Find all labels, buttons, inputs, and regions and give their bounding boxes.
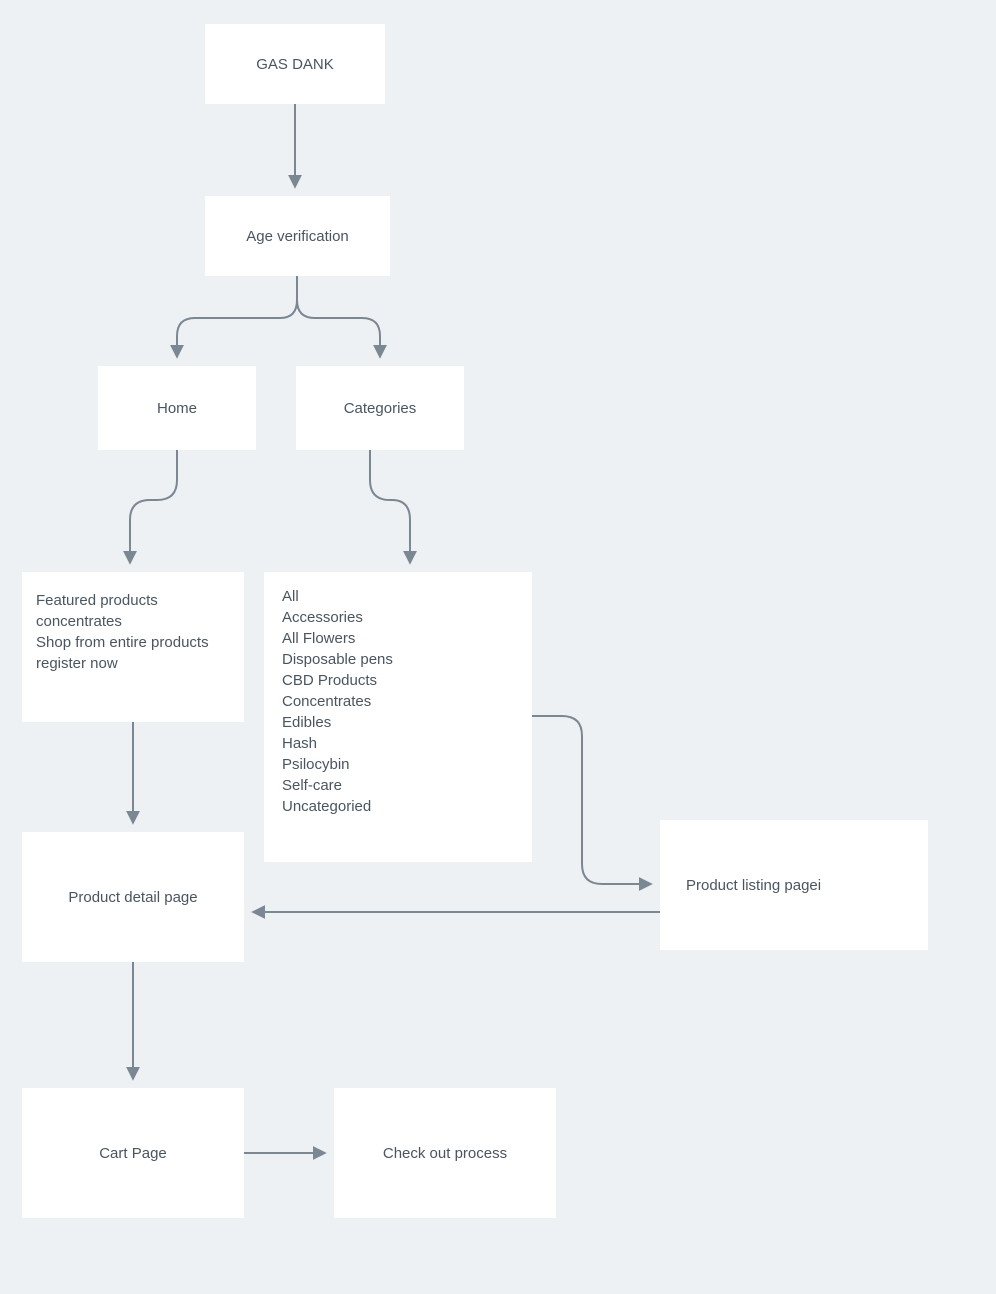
list-item: All <box>282 586 514 607</box>
node-lines: AllAccessoriesAll FlowersDisposable pens… <box>282 586 514 817</box>
node-home-list: Featured productsconcentratesShop from e… <box>22 572 244 722</box>
list-item: Self-care <box>282 775 514 796</box>
list-item: Disposable pens <box>282 649 514 670</box>
list-item: All Flowers <box>282 628 514 649</box>
list-item: Hash <box>282 733 514 754</box>
edge-e7 <box>532 716 650 884</box>
list-item: Concentrates <box>282 691 514 712</box>
node-label: Product detail page <box>34 887 232 908</box>
list-item: Shop from entire products <box>36 632 230 653</box>
node-label: Product listing pagei <box>686 875 916 896</box>
list-item: Edibles <box>282 712 514 733</box>
node-lines: Featured productsconcentratesShop from e… <box>36 590 230 674</box>
list-item: CBD Products <box>282 670 514 691</box>
node-label: Check out process <box>346 1143 544 1164</box>
node-product-detail-page: Product detail page <box>22 832 244 962</box>
edge-e2 <box>177 276 297 356</box>
list-item: Accessories <box>282 607 514 628</box>
node-label: GAS DANK <box>217 54 373 75</box>
list-item: Uncategoried <box>282 796 514 817</box>
node-category-list: AllAccessoriesAll FlowersDisposable pens… <box>264 572 532 862</box>
node-gasdank: GAS DANK <box>205 24 385 104</box>
node-checkout-process: Check out process <box>334 1088 556 1218</box>
edge-e4 <box>130 450 177 562</box>
node-cart-page: Cart Page <box>22 1088 244 1218</box>
list-item: concentrates <box>36 611 230 632</box>
node-age-verification: Age verification <box>205 196 390 276</box>
node-home: Home <box>98 366 256 450</box>
node-label: Categories <box>308 398 452 419</box>
node-label: Home <box>110 398 244 419</box>
list-item: register now <box>36 653 230 674</box>
node-label: Cart Page <box>34 1143 232 1164</box>
edge-e5 <box>370 450 410 562</box>
list-item: Featured products <box>36 590 230 611</box>
node-categories: Categories <box>296 366 464 450</box>
node-label: Age verification <box>217 226 378 247</box>
list-item: Psilocybin <box>282 754 514 775</box>
node-product-listing-page: Product listing pagei <box>660 820 928 950</box>
edge-e3 <box>297 276 380 356</box>
